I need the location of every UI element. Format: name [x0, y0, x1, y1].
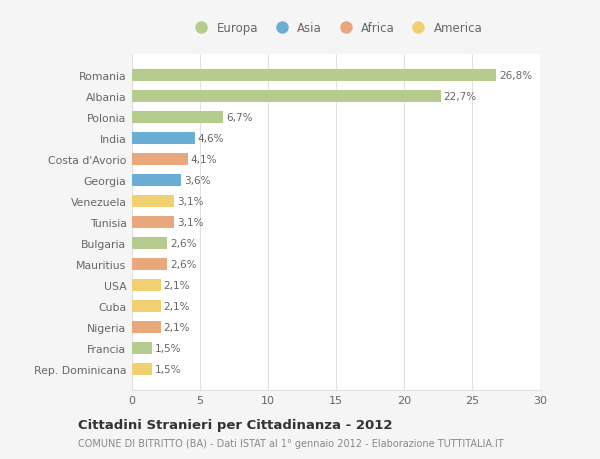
- Text: 3,6%: 3,6%: [184, 176, 210, 186]
- Text: 2,1%: 2,1%: [163, 280, 190, 291]
- Text: 4,1%: 4,1%: [190, 155, 217, 165]
- Bar: [132, 259, 167, 270]
- Text: 2,6%: 2,6%: [170, 259, 197, 269]
- Text: 2,1%: 2,1%: [163, 302, 190, 311]
- Text: Cittadini Stranieri per Cittadinanza - 2012: Cittadini Stranieri per Cittadinanza - 2…: [78, 418, 392, 431]
- Bar: [132, 238, 167, 249]
- Text: 4,6%: 4,6%: [197, 134, 224, 144]
- Text: COMUNE DI BITRITTO (BA) - Dati ISTAT al 1° gennaio 2012 - Elaborazione TUTTITALI: COMUNE DI BITRITTO (BA) - Dati ISTAT al …: [78, 438, 503, 448]
- Bar: [132, 70, 496, 82]
- Text: 22,7%: 22,7%: [443, 92, 476, 102]
- Bar: [132, 133, 194, 145]
- Text: 1,5%: 1,5%: [155, 364, 182, 374]
- Bar: [132, 154, 188, 166]
- Bar: [132, 175, 181, 186]
- Text: 2,1%: 2,1%: [163, 322, 190, 332]
- Text: 6,7%: 6,7%: [226, 113, 253, 123]
- Bar: [132, 217, 174, 229]
- Bar: [132, 91, 441, 103]
- Text: 3,1%: 3,1%: [177, 218, 203, 228]
- Text: 26,8%: 26,8%: [499, 71, 532, 81]
- Text: 1,5%: 1,5%: [155, 343, 182, 353]
- Bar: [132, 364, 152, 375]
- Bar: [132, 301, 161, 312]
- Bar: [132, 112, 223, 123]
- Bar: [132, 196, 174, 207]
- Text: 2,6%: 2,6%: [170, 239, 197, 248]
- Text: 3,1%: 3,1%: [177, 197, 203, 207]
- Bar: [132, 280, 161, 291]
- Bar: [132, 322, 161, 333]
- Bar: [132, 342, 152, 354]
- Legend: Europa, Asia, Africa, America: Europa, Asia, Africa, America: [185, 17, 487, 40]
